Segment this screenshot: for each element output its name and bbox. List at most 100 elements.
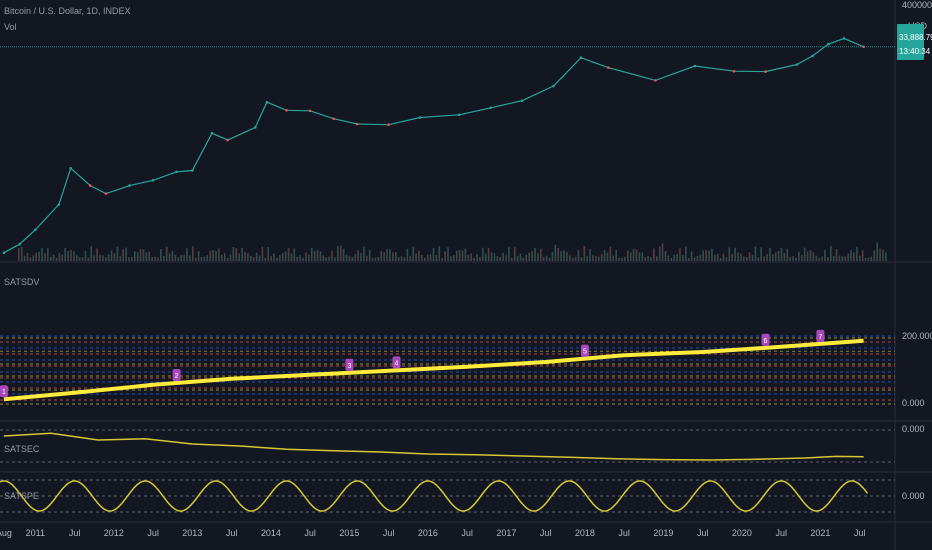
satsdv-marker[interactable] xyxy=(816,329,825,342)
time-axis-label: 2019 xyxy=(653,528,673,538)
volume-bar xyxy=(812,252,815,261)
volume-bar xyxy=(151,257,153,261)
volume-bar xyxy=(212,249,214,261)
volume-bar xyxy=(856,246,858,261)
satspe-pane[interactable]: SATSPE 0.000 xyxy=(0,479,925,513)
volume-bar xyxy=(415,253,417,261)
satsdv-marker[interactable] xyxy=(580,344,589,357)
volume-bars xyxy=(18,242,887,261)
satsdv-marker[interactable] xyxy=(392,356,401,369)
volume-bar xyxy=(424,257,426,261)
satsdv-marker[interactable] xyxy=(345,358,354,371)
volume-bar xyxy=(493,253,496,261)
volume-bar xyxy=(139,249,142,261)
volume-bar xyxy=(61,254,64,261)
volume-bar xyxy=(743,256,745,261)
volume-bar xyxy=(670,258,673,261)
price-point xyxy=(764,70,767,73)
price-point xyxy=(285,109,288,112)
volume-bar xyxy=(264,257,267,261)
volume-bar xyxy=(598,256,600,261)
volume-bar xyxy=(206,255,209,261)
volume-bar xyxy=(160,249,162,261)
volume-bar xyxy=(673,254,675,261)
satsdv-marker-label: 5 xyxy=(583,349,587,356)
volume-bar xyxy=(696,255,699,261)
volume-bar xyxy=(339,245,342,261)
volume-bar xyxy=(145,252,148,261)
satsdv-marker[interactable] xyxy=(0,385,8,398)
price-point xyxy=(253,126,257,129)
volume-bar xyxy=(873,250,876,261)
volume-bar xyxy=(119,255,122,261)
volume-bar xyxy=(592,255,594,261)
volume-bar xyxy=(235,248,238,261)
main-pane[interactable]: Bitcoin / U.S. Dollar, 1D, INDEX Vol 400… xyxy=(0,0,932,261)
volume-bar xyxy=(606,252,609,261)
volume-bar xyxy=(714,254,716,261)
volume-bar xyxy=(180,255,182,261)
satsdv-pane[interactable]: 1 2 3 4 5 6 7 SATSDV 200.000 0.000 xyxy=(0,277,932,408)
volume-bar xyxy=(760,247,762,261)
satsdv-marker-label: 3 xyxy=(347,363,351,370)
volume-bar xyxy=(853,252,855,261)
satsdv-markers: 1 2 3 4 5 6 7 xyxy=(0,329,825,398)
volume-bar xyxy=(685,246,687,261)
price-point xyxy=(418,116,422,119)
volume-bar xyxy=(560,251,562,261)
volume-bar xyxy=(644,257,646,261)
price-point xyxy=(128,184,131,187)
volume-bar xyxy=(252,257,255,261)
satsec-pane[interactable]: SATSEC 0.000 xyxy=(0,424,925,463)
volume-bar xyxy=(545,255,548,261)
volume-bar xyxy=(70,249,72,261)
price-point xyxy=(89,184,92,187)
time-axis-label: Jul xyxy=(697,528,709,538)
volume-bar xyxy=(171,250,174,261)
price-point xyxy=(57,203,61,206)
volume-bar xyxy=(447,247,449,261)
volume-bar xyxy=(818,257,820,261)
satsdv-marker[interactable] xyxy=(172,369,181,381)
volume-bar xyxy=(102,255,104,261)
volume-bar xyxy=(296,256,298,261)
time-axis-label: 2013 xyxy=(182,528,202,538)
time-axis[interactable]: Aug 2011 Jul 2012 Jul 2013 Jul 2014 Jul 2015 Jul 20… xyxy=(0,528,865,538)
volume-bar xyxy=(612,255,615,261)
volume-bar xyxy=(87,257,90,261)
satsdv-series-line xyxy=(3,338,864,402)
time-axis-label: 2012 xyxy=(104,528,124,538)
volume-bar xyxy=(258,255,261,261)
price-point xyxy=(151,179,155,182)
price-point xyxy=(355,122,359,126)
volume-bar xyxy=(105,257,107,261)
satsdv-title: SATSDV xyxy=(4,277,39,287)
volume-bar xyxy=(209,250,211,261)
volume-bar xyxy=(737,252,739,261)
volume-bar xyxy=(850,250,852,261)
volume-bar xyxy=(693,257,696,261)
volume-bar xyxy=(316,249,319,261)
volume-bar xyxy=(650,257,652,261)
volume-bar xyxy=(551,252,554,261)
volume-bar xyxy=(81,257,84,261)
time-axis-label: Aug xyxy=(0,528,12,538)
volume-bar xyxy=(157,257,159,261)
time-axis-label: 2018 xyxy=(575,528,595,538)
volume-bar xyxy=(377,256,380,261)
time-axis-label: Jul xyxy=(147,528,159,538)
volume-bar xyxy=(223,253,226,261)
volume-bar xyxy=(400,256,403,261)
volume-bar xyxy=(609,246,612,261)
volume-bar xyxy=(832,256,835,261)
volume-bar xyxy=(847,253,849,261)
volume-bar xyxy=(632,248,635,261)
volume-bar xyxy=(435,255,438,261)
volume-bar xyxy=(192,246,194,261)
satsdv-marker[interactable] xyxy=(761,333,770,346)
price-point xyxy=(654,79,657,82)
volume-bar xyxy=(499,257,501,261)
volume-bar xyxy=(131,256,133,261)
volume-bar xyxy=(337,246,339,261)
